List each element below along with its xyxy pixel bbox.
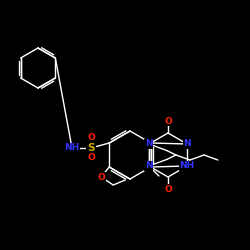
Text: NH: NH — [64, 144, 80, 152]
Text: N: N — [145, 140, 153, 148]
Text: N: N — [145, 162, 153, 170]
Text: O: O — [164, 116, 172, 126]
Text: O: O — [164, 184, 172, 194]
Text: NH: NH — [180, 162, 195, 170]
Text: O: O — [87, 134, 95, 142]
Text: O: O — [87, 154, 95, 162]
Text: N: N — [183, 140, 191, 148]
Text: S: S — [87, 143, 95, 153]
Text: O: O — [97, 172, 105, 182]
